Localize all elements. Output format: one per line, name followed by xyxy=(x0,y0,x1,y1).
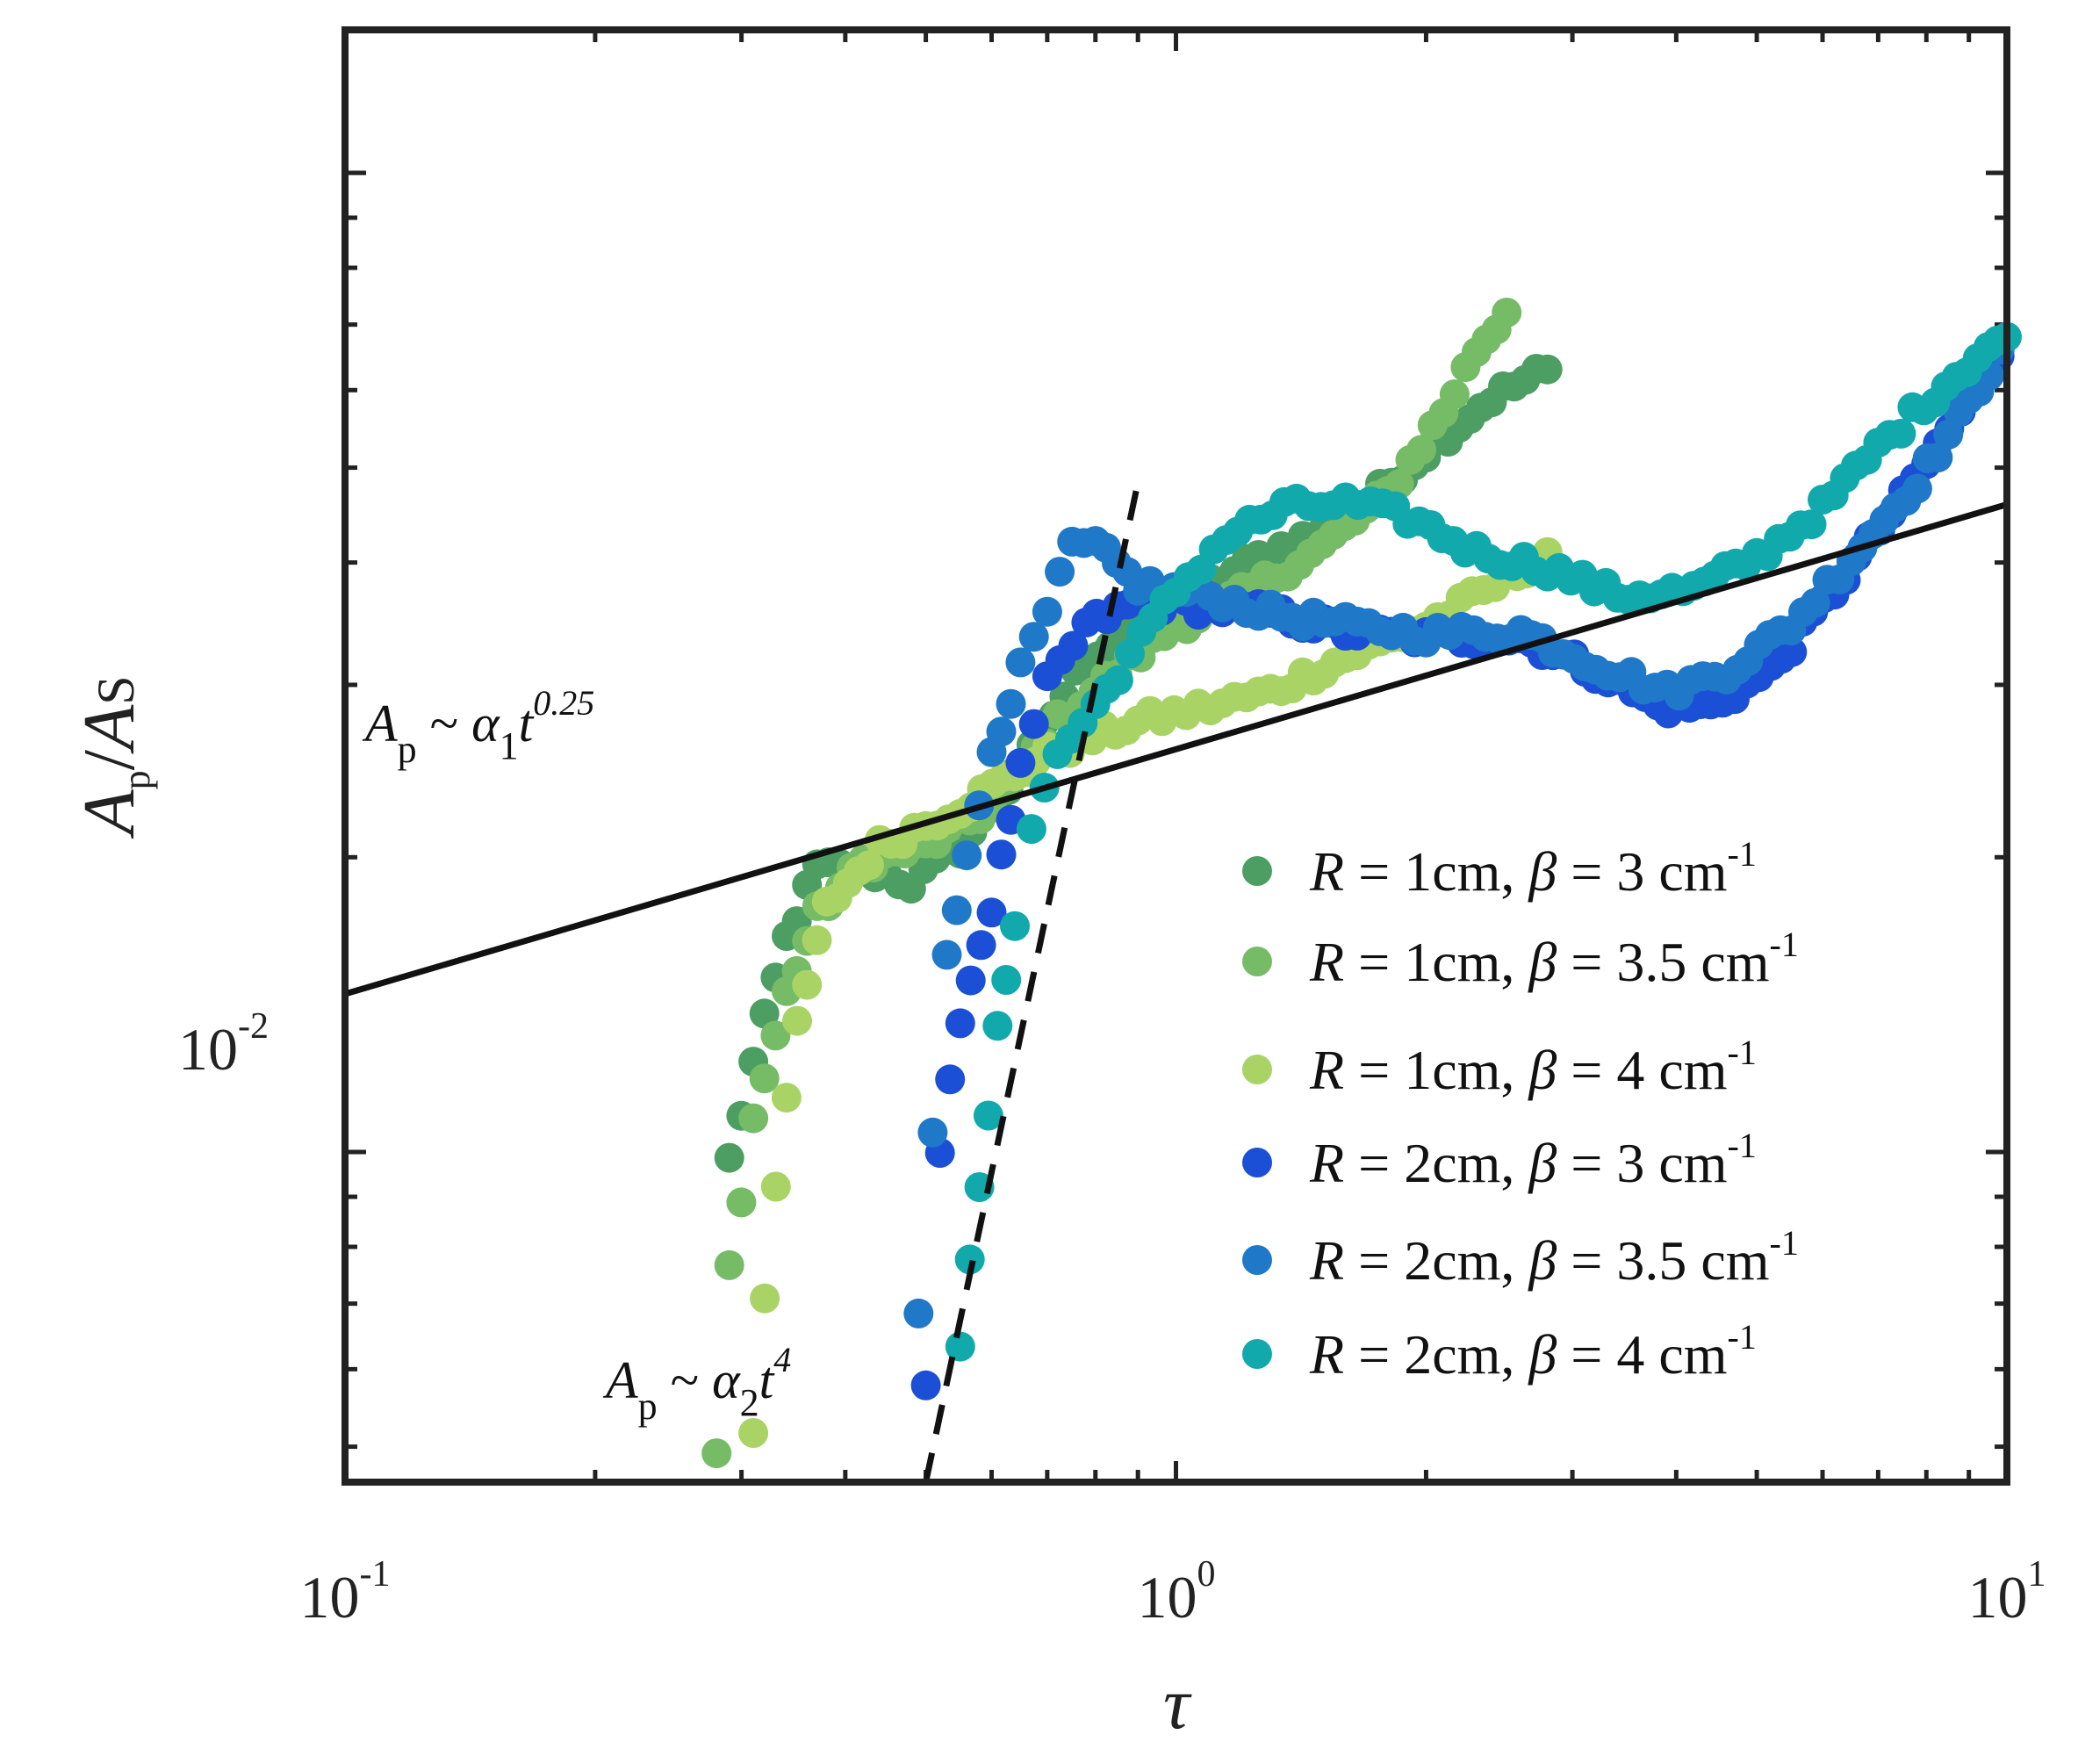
series-4-point-0 xyxy=(903,1298,934,1328)
x-axis-title: τ xyxy=(1163,1663,1192,1745)
series-5-point-6 xyxy=(1000,911,1030,941)
series-4-point-3 xyxy=(941,895,972,925)
series-4-point-89 xyxy=(1923,443,1953,473)
legend-label-4: R = 2cm, β = 3.5 cm-1 xyxy=(1309,1223,1799,1292)
series-4-point-12 xyxy=(1045,557,1075,587)
series-4-point-11 xyxy=(1032,596,1062,627)
series-4 xyxy=(903,335,2015,1328)
series-4-point-87 xyxy=(1902,473,1932,504)
series-2-point-2 xyxy=(760,1171,791,1202)
series-3-point-0 xyxy=(910,1370,941,1400)
series-2-point-6 xyxy=(802,925,832,955)
legend-label-3: R = 2cm, β = 3 cm-1 xyxy=(1309,1126,1757,1194)
legend-marker-3 xyxy=(1242,1148,1272,1177)
series-1-point-66 xyxy=(1439,379,1470,410)
series-3-point-4 xyxy=(955,965,986,996)
series-0-point-3 xyxy=(749,998,780,1029)
series-2-point-4 xyxy=(782,1005,812,1036)
legend-marker-4 xyxy=(1242,1245,1272,1275)
series-2-point-11 xyxy=(854,850,884,881)
series-3-point-5 xyxy=(966,930,996,961)
y-axis-title: Ap/AS xyxy=(68,675,158,839)
series-2-point-3 xyxy=(771,1083,802,1113)
legend-label-0: R = 1cm, β = 3 cm-1 xyxy=(1309,834,1757,903)
series-4-point-9 xyxy=(1005,647,1036,678)
series-5-point-3 xyxy=(973,1100,1003,1131)
series-5-point-82 xyxy=(1886,418,1916,449)
series-0-point-0 xyxy=(714,1142,744,1173)
legend-marker-5 xyxy=(1242,1339,1272,1369)
series-3-point-2 xyxy=(935,1064,966,1095)
legend-marker-2 xyxy=(1242,1055,1272,1084)
series-1-point-4 xyxy=(749,1063,780,1094)
x-tick-label-2: 101 xyxy=(1968,1554,2046,1631)
legend-item-0: R = 1cm, β = 3 cm-1 xyxy=(1242,834,1757,903)
series-4-point-90 xyxy=(1933,419,1964,450)
series-5-point-4 xyxy=(982,1011,1013,1041)
series-5-point-5 xyxy=(991,965,1022,995)
series-1-point-1 xyxy=(714,1249,744,1280)
series-3-point-13 xyxy=(1058,630,1089,661)
legend-marker-1 xyxy=(1242,947,1272,976)
series-4-point-4 xyxy=(952,840,982,871)
series-1-point-63 xyxy=(1406,435,1437,465)
legend-label-5: R = 2cm, β = 4 cm-1 xyxy=(1309,1317,1757,1386)
x-tick-labels: 10-1 100 101 xyxy=(300,1554,2046,1631)
series-3-point-3 xyxy=(945,1008,975,1039)
fit-line-power-law-0.25 xyxy=(344,501,2008,997)
plot-frame xyxy=(342,26,2010,1486)
series-3-point-10 xyxy=(1018,709,1049,739)
series-1-point-0 xyxy=(701,1438,732,1469)
series-2-point-0 xyxy=(738,1418,769,1448)
series-4-point-10 xyxy=(1018,622,1049,652)
data-series-layer xyxy=(701,298,2022,1469)
series-2-point-5 xyxy=(792,969,823,1000)
series-1-point-2 xyxy=(726,1187,757,1218)
series-4-point-2 xyxy=(931,940,962,970)
series-4-point-78 xyxy=(1800,587,1830,618)
series-5-point-74 xyxy=(1796,509,1827,540)
series-4-point-1 xyxy=(917,1117,948,1148)
legend-item-2: R = 1cm, β = 4 cm-1 xyxy=(1242,1033,1757,1101)
series-3-point-7 xyxy=(986,839,1017,870)
legend-item-5: R = 2cm, β = 4 cm-1 xyxy=(1242,1317,1757,1386)
annotation-t025: Ap ~ α1t0.25 xyxy=(362,683,594,771)
fit-line-power-law-4 xyxy=(923,481,1141,1483)
legend-label-1: R = 1cm, β = 3.5 cm-1 xyxy=(1309,925,1799,993)
x-tick-label-0: 10-1 xyxy=(300,1554,391,1631)
legend-marker-0 xyxy=(1242,856,1272,886)
annotation-t4: Ap ~ α2t4 xyxy=(602,1340,791,1428)
y-tick-label-0: 10-2 xyxy=(178,1006,269,1083)
legend-item-4: R = 2cm, β = 3.5 cm-1 xyxy=(1242,1223,1799,1292)
series-5-point-14 xyxy=(1103,665,1133,695)
legend-label-2: R = 1cm, β = 4 cm-1 xyxy=(1309,1033,1757,1101)
series-5-point-2 xyxy=(964,1172,995,1202)
series-1-point-71 xyxy=(1492,298,1522,328)
series-5-point-1 xyxy=(954,1244,985,1275)
series-3-point-9 xyxy=(1005,747,1036,778)
legend-item-3: R = 2cm, β = 3 cm-1 xyxy=(1242,1126,1757,1194)
series-0-point-72 xyxy=(1532,354,1563,385)
series-5-point-7 xyxy=(1016,814,1046,845)
series-5-point-0 xyxy=(945,1331,975,1362)
series-4-point-8 xyxy=(996,688,1026,719)
x-tick-label-1: 100 xyxy=(1138,1554,1216,1631)
series-4-point-7 xyxy=(986,716,1017,747)
fit-lines xyxy=(344,481,2008,1483)
legend-item-1: R = 1cm, β = 3.5 cm-1 xyxy=(1242,925,1799,993)
series-1-point-3 xyxy=(738,1103,769,1134)
series-2-point-1 xyxy=(750,1283,780,1314)
series-3-point-6 xyxy=(976,897,1007,928)
series-1-point-5 xyxy=(760,1020,791,1051)
legend: R = 1cm, β = 3 cm-1 R = 1cm, β = 3.5 cm-… xyxy=(1242,834,1799,1386)
